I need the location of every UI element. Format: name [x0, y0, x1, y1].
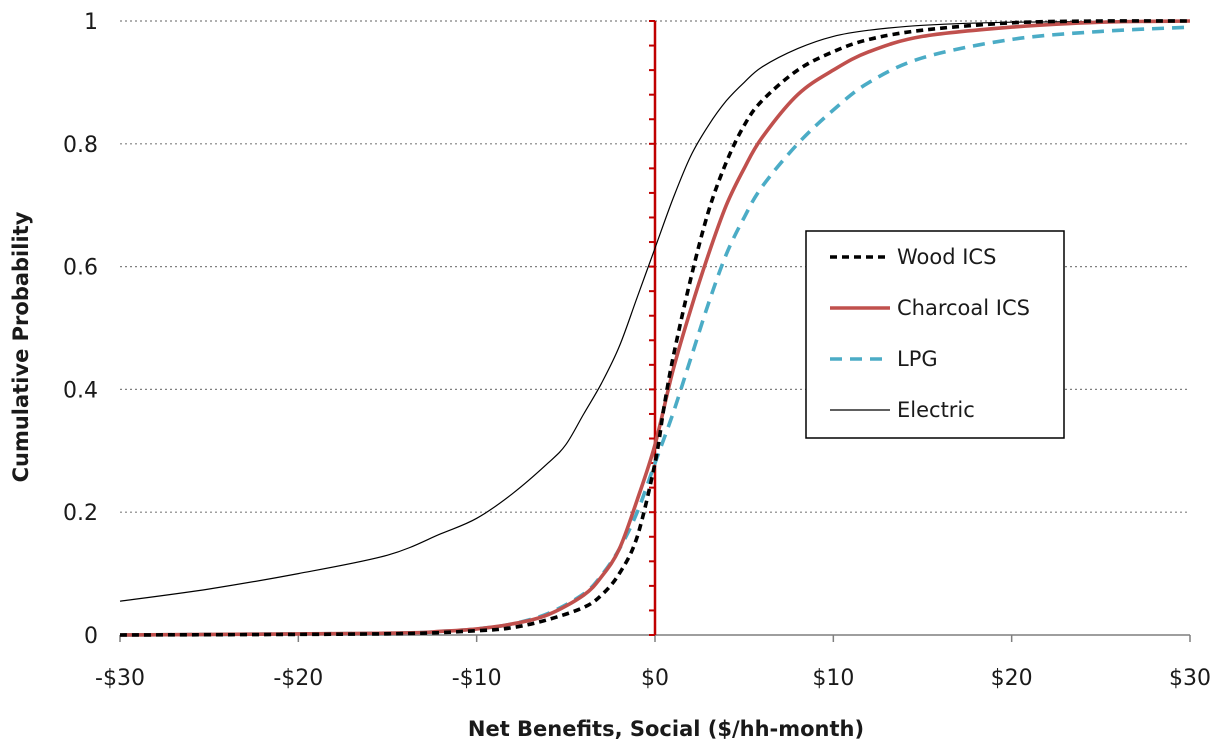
y-tick-labels: 0 0.2 0.4 0.6 0.8 1	[63, 10, 98, 649]
y-tick-label: 0.2	[63, 501, 98, 526]
x-tick-label: $0	[641, 666, 669, 691]
series-line-lpg	[119, 25, 1191, 637]
x-axis-title: Net Benefits, Social ($/hh-month)	[468, 717, 864, 741]
y-tick-label: 0.8	[63, 133, 98, 158]
y-tick-label: 0.6	[63, 256, 98, 281]
y-tick-label: 0	[84, 624, 98, 649]
series-lines	[119, 19, 1191, 637]
legend-label: Wood ICS	[897, 245, 996, 269]
legend-label: Electric	[897, 398, 975, 422]
x-tick-label: -$20	[273, 666, 323, 691]
y-axis-title: Cumulative Probability	[9, 211, 33, 482]
series-line-wood-ics	[119, 19, 1191, 637]
x-tick-label: $30	[1169, 666, 1211, 691]
legend-label: LPG	[897, 347, 938, 371]
legend-box	[805, 230, 1065, 439]
x-tick-label: $10	[812, 666, 854, 691]
x-tick-label: -$10	[452, 666, 502, 691]
zero-reference-line	[649, 20, 657, 636]
x-tick-label: $20	[991, 666, 1033, 691]
y-tick-label: 1	[84, 10, 98, 35]
x-axis: -$30 -$20 -$10 $0 $10 $20 $30	[95, 634, 1211, 691]
legend: Wood ICS Charcoal ICS LPG Electric	[805, 230, 1065, 439]
x-tick-label: -$30	[95, 666, 145, 691]
series-line-charcoal-ics	[119, 19, 1191, 637]
series-line-electric	[119, 20, 1191, 602]
y-tick-label: 0.4	[63, 378, 98, 403]
legend-label: Charcoal ICS	[897, 296, 1030, 320]
